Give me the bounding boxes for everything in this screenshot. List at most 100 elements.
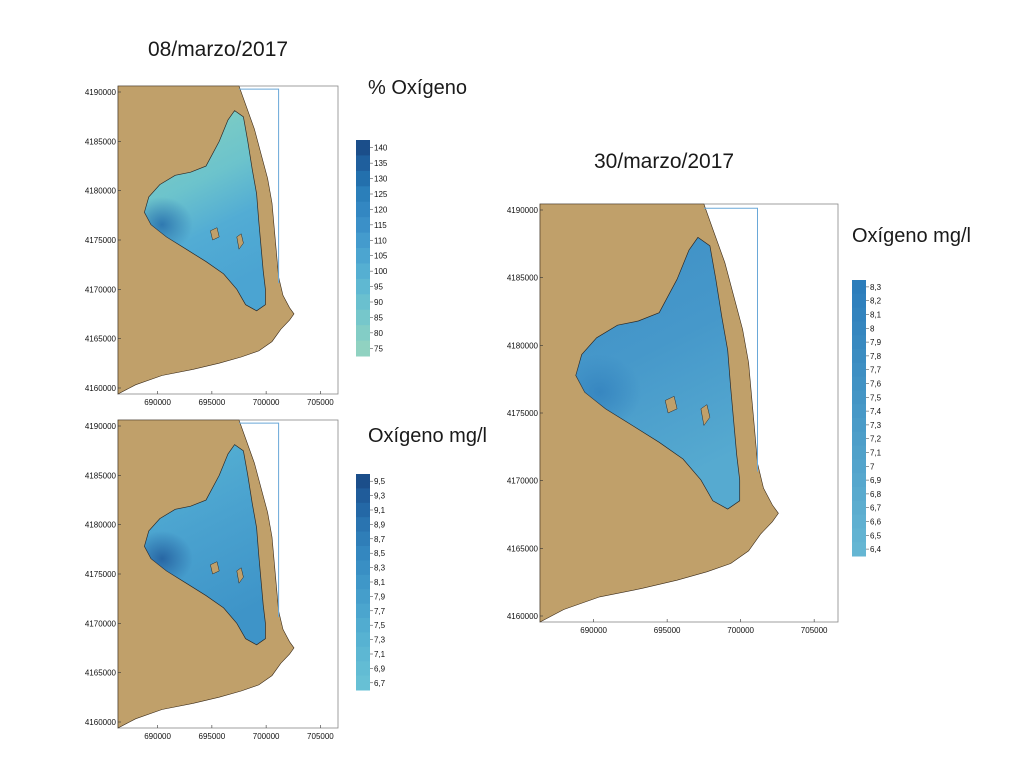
legend-swatch [356, 589, 370, 605]
legend-label: 8,1 [374, 578, 386, 587]
map-panel-right: 4190000 4185000 4180000 4175000 4170000 41650… [504, 200, 844, 640]
x-tick-label: 695000 [654, 626, 681, 635]
legend-swatch [852, 514, 866, 529]
legend-label: 7 [870, 462, 875, 471]
legend-swatch [356, 232, 370, 249]
legend-title-bottom-left: Oxígeno mg/l [368, 425, 487, 447]
legend-label: 7,9 [374, 592, 386, 601]
legend-swatch [356, 560, 370, 576]
legend-swatch [852, 321, 866, 336]
sea-boundary-line [703, 207, 758, 472]
legend-label: 125 [374, 190, 388, 199]
legend-swatch [356, 603, 370, 619]
legend-swatch [852, 404, 866, 419]
y-tick-label: 4165000 [85, 335, 117, 344]
legend-swatch [356, 618, 370, 633]
y-tick-label: 4165000 [507, 544, 539, 553]
legend-swatch [852, 376, 866, 391]
legend-swatch [356, 155, 370, 172]
legend-label: 7,4 [870, 407, 882, 416]
island [236, 233, 244, 250]
legend-label: 130 [374, 175, 388, 184]
legend-label: 90 [374, 298, 383, 307]
legend-swatch [852, 390, 866, 405]
map-svg-right: 4190000 4185000 4180000 4175000 4170000 41650… [507, 203, 839, 635]
legend-label: 8,7 [374, 535, 386, 544]
legend-label: 6,7 [870, 504, 882, 513]
y-tick-label: 4160000 [85, 384, 117, 393]
color-legend-bottom-left: 9,5 9,3 9,1 8,9 8,7 8,5 8,3 8,1 7,9 7,7 7,5 7,3 7,1 6… [356, 472, 396, 697]
legend-label: 115 [374, 221, 387, 230]
legend-label: 6,8 [870, 490, 882, 499]
y-tick-label: 4170000 [85, 285, 117, 294]
y-tick-label: 4180000 [85, 187, 117, 196]
legend-label: 75 [374, 344, 383, 353]
y-tick-label: 4170000 [85, 619, 117, 628]
legend-swatch [852, 445, 866, 460]
lagoon-water [144, 444, 266, 646]
legend-label: 8,2 [870, 297, 882, 306]
y-tick-label: 4165000 [85, 669, 117, 678]
x-tick-label: 700000 [253, 398, 280, 407]
legend-swatch [356, 517, 370, 533]
legend-label: 120 [374, 205, 388, 214]
map-svg-top-left: 4190000 4185000 4180000 4175000 4170000 41650… [85, 85, 339, 407]
x-tick-label: 695000 [199, 398, 226, 407]
legend-swatch [852, 280, 866, 295]
color-legend-right: 8,3 8,2 8,1 8 7,9 7,8 7,7 7,6 7,5 7,4 7,3 7,2 7,1 7 6,… [852, 278, 892, 563]
legend-label: 8,1 [870, 311, 882, 320]
legend-swatch [356, 574, 370, 590]
legend-title-top-left: % Oxígeno [368, 77, 467, 99]
legend-swatch [852, 349, 866, 364]
legend-swatch [356, 646, 370, 662]
legend-label: 7,5 [870, 393, 882, 402]
legend-label: 7,7 [870, 366, 882, 375]
y-tick-label: 4185000 [85, 137, 117, 146]
legend-label: 7,3 [870, 421, 882, 430]
legend-swatch [356, 661, 370, 677]
legend-label: 7,1 [374, 650, 386, 659]
legend-label: 6,5 [870, 531, 882, 540]
legend-label: 85 [374, 313, 383, 322]
y-tick-label: 4175000 [85, 236, 117, 245]
legend-label: 8,3 [870, 283, 882, 292]
legend-swatch [852, 542, 866, 557]
x-tick-label: 700000 [727, 626, 754, 635]
legend-label: 6,4 [870, 545, 882, 554]
sea-boundary-line [239, 422, 280, 618]
legend-swatch [852, 487, 866, 502]
legend-label: 80 [374, 329, 383, 338]
legend-title-right: Oxígeno mg/l [852, 225, 971, 247]
island [236, 567, 244, 584]
legend-swatch [356, 325, 370, 342]
legend-swatch [356, 546, 370, 561]
legend-label: 7,9 [870, 338, 882, 347]
date-title-right: 30/marzo/2017 [594, 150, 735, 173]
legend-svg-top-left: 140 135 130 125 120 115 110 105 100 95 90 85 80 75 [356, 140, 388, 357]
legend-svg-right: 8,3 8,2 8,1 8 7,9 7,8 7,7 7,6 7,5 7,4 7,3 7,2 7,1 7 6,… [852, 280, 882, 557]
y-tick-label: 4190000 [85, 88, 117, 97]
y-tick-label: 4175000 [507, 409, 539, 418]
legend-swatch [852, 431, 866, 447]
legend-label: 8,3 [374, 564, 386, 573]
legend-label: 110 [374, 236, 387, 245]
legend-swatch [852, 293, 866, 309]
legend-swatch [356, 278, 370, 295]
y-tick-label: 4175000 [85, 570, 117, 579]
legend-label: 7,1 [870, 449, 882, 458]
map-svg-bottom-left: 4190000 4185000 4180000 4175000 4170000 41650… [85, 419, 339, 741]
legend-svg-bottom-left: 9,5 9,3 9,1 8,9 8,7 8,5 8,3 8,1 7,9 7,7 7,5 7,3 7,1 6… [356, 474, 386, 691]
legend-swatch [852, 459, 866, 474]
legend-swatch [356, 140, 370, 156]
legend-swatch [356, 632, 370, 648]
legend-label: 7,8 [870, 352, 882, 361]
island [210, 561, 220, 575]
x-tick-label: 690000 [144, 732, 171, 741]
legend-swatch [356, 201, 370, 218]
legend-swatch [356, 170, 370, 187]
legend-swatch [356, 248, 370, 264]
y-tick-label: 4180000 [85, 521, 117, 530]
legend-swatch [356, 263, 370, 280]
legend-swatch [852, 362, 866, 378]
map-panel-bottom-left: 4190000 4185000 4180000 4175000 4170000 41650… [82, 416, 344, 746]
